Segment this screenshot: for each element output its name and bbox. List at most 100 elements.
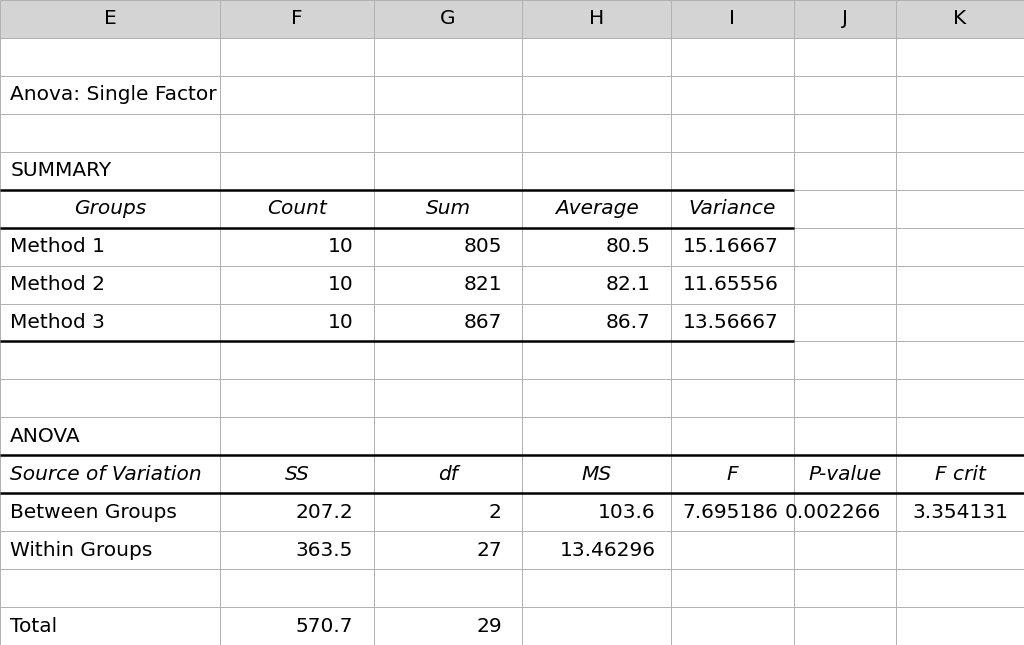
Bar	[671, 304, 794, 341]
Text: Count: Count	[267, 199, 327, 218]
Text: J: J	[842, 10, 848, 28]
Bar	[220, 493, 374, 531]
Text: Groups: Groups	[74, 199, 146, 218]
Bar	[671, 114, 794, 152]
Bar	[0, 0, 220, 38]
Text: 27: 27	[476, 541, 502, 560]
Bar	[794, 152, 896, 190]
Text: 10: 10	[328, 237, 353, 256]
Text: 11.65556: 11.65556	[683, 275, 779, 294]
Text: Source of Variation: Source of Variation	[10, 465, 202, 484]
Text: 867: 867	[464, 313, 502, 332]
Bar	[896, 493, 1024, 531]
Bar	[0, 455, 220, 493]
Text: 86.7: 86.7	[605, 313, 650, 332]
Bar	[522, 190, 671, 228]
Bar	[896, 76, 1024, 114]
Bar	[896, 341, 1024, 379]
Text: I: I	[729, 10, 735, 28]
Bar	[0, 228, 220, 266]
Bar	[374, 607, 522, 645]
Text: F: F	[291, 10, 303, 28]
Bar	[896, 152, 1024, 190]
Bar	[522, 493, 671, 531]
Bar	[794, 569, 896, 607]
Bar	[374, 114, 522, 152]
Text: 10: 10	[328, 313, 353, 332]
Bar	[220, 417, 374, 455]
Text: Method 3: Method 3	[10, 313, 105, 332]
Bar	[794, 190, 896, 228]
Bar	[896, 455, 1024, 493]
Text: F: F	[726, 465, 738, 484]
Bar	[522, 266, 671, 304]
Bar	[896, 266, 1024, 304]
Bar	[220, 190, 374, 228]
Bar	[671, 190, 794, 228]
Bar	[522, 569, 671, 607]
Bar	[522, 114, 671, 152]
Bar	[522, 304, 671, 341]
Bar	[896, 304, 1024, 341]
Bar	[374, 266, 522, 304]
Text: 3.354131: 3.354131	[912, 502, 1009, 522]
Bar	[374, 76, 522, 114]
Bar	[220, 341, 374, 379]
Bar	[0, 569, 220, 607]
Bar	[0, 493, 220, 531]
Bar	[0, 531, 220, 569]
Bar	[896, 38, 1024, 76]
Bar	[522, 341, 671, 379]
Bar	[0, 266, 220, 304]
Bar	[896, 0, 1024, 38]
Bar	[220, 38, 374, 76]
Bar	[374, 0, 522, 38]
Bar	[0, 607, 220, 645]
Text: 29: 29	[476, 617, 502, 635]
Bar	[374, 190, 522, 228]
Text: 821: 821	[463, 275, 502, 294]
Bar	[0, 379, 220, 417]
Bar	[0, 76, 220, 114]
Bar	[896, 569, 1024, 607]
Bar	[374, 228, 522, 266]
Text: 2: 2	[488, 502, 502, 522]
Bar	[522, 417, 671, 455]
Bar	[896, 417, 1024, 455]
Bar	[374, 493, 522, 531]
Bar	[220, 114, 374, 152]
Bar	[794, 38, 896, 76]
Bar	[220, 569, 374, 607]
Text: MS: MS	[582, 465, 611, 484]
Text: df: df	[438, 465, 458, 484]
Bar	[794, 417, 896, 455]
Text: H: H	[589, 10, 604, 28]
Text: SUMMARY: SUMMARY	[10, 161, 112, 180]
Text: 10: 10	[328, 275, 353, 294]
Bar	[671, 417, 794, 455]
Text: 207.2: 207.2	[296, 502, 353, 522]
Bar	[794, 76, 896, 114]
Bar	[671, 607, 794, 645]
Bar	[671, 493, 794, 531]
Text: 805: 805	[463, 237, 502, 256]
Bar	[794, 379, 896, 417]
Bar	[794, 228, 896, 266]
Bar	[374, 417, 522, 455]
Bar	[671, 38, 794, 76]
Bar	[794, 304, 896, 341]
Bar	[896, 379, 1024, 417]
Text: 570.7: 570.7	[296, 617, 353, 635]
Bar	[794, 114, 896, 152]
Bar	[671, 152, 794, 190]
Bar	[522, 455, 671, 493]
Bar	[671, 379, 794, 417]
Bar	[0, 417, 220, 455]
Text: Within Groups: Within Groups	[10, 541, 153, 560]
Bar	[794, 493, 896, 531]
Bar	[374, 341, 522, 379]
Bar	[522, 38, 671, 76]
Text: K: K	[953, 10, 967, 28]
Bar	[896, 228, 1024, 266]
Text: Sum: Sum	[425, 199, 471, 218]
